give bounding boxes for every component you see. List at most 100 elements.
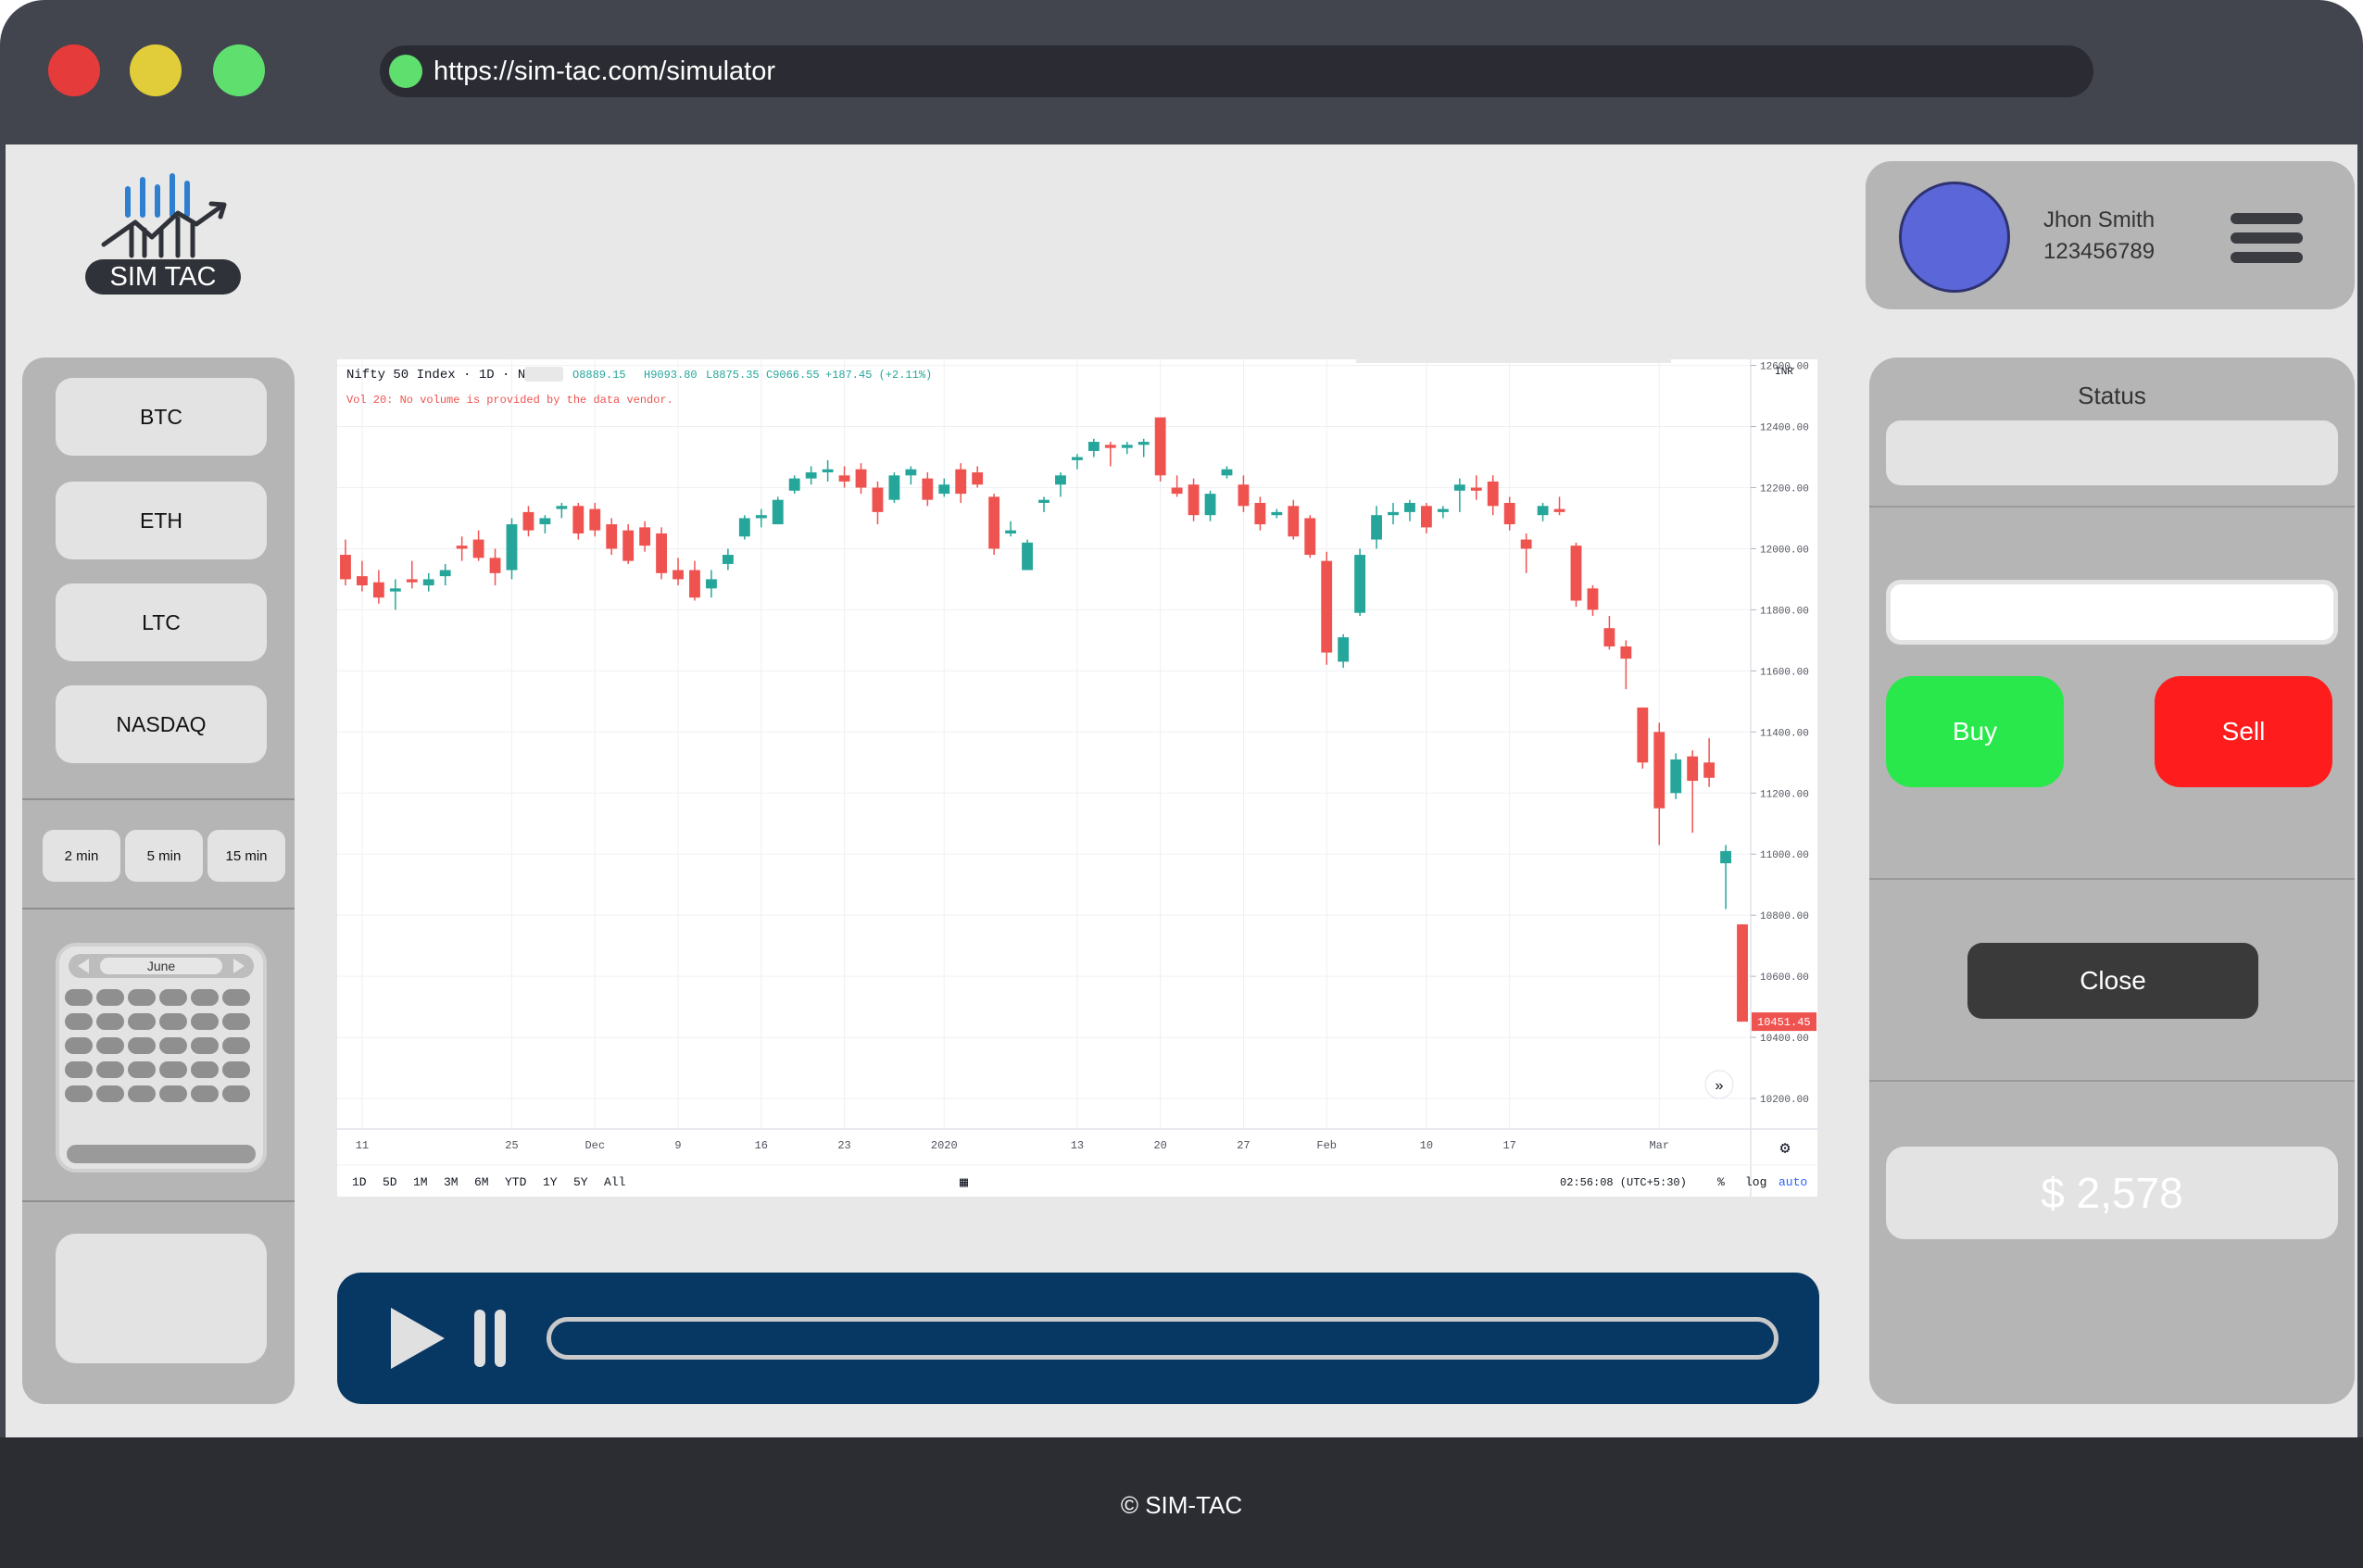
candle-down[interactable] [855, 469, 867, 488]
calendar-day[interactable] [159, 989, 187, 1006]
candle-down[interactable] [656, 533, 668, 573]
candle-up[interactable] [539, 518, 551, 525]
candle-up[interactable] [822, 469, 834, 473]
window-minimize-button[interactable] [130, 44, 182, 96]
calendar-day[interactable] [222, 1061, 250, 1078]
candle-up[interactable] [1338, 637, 1350, 662]
candle-down[interactable] [1321, 560, 1333, 653]
range-button-1y[interactable]: 1Y [543, 1175, 558, 1189]
candle-down[interactable] [955, 469, 967, 495]
prev-month-icon[interactable] [78, 959, 89, 973]
calendar-day[interactable] [222, 1037, 250, 1054]
range-button-ytd[interactable]: YTD [505, 1175, 527, 1189]
candle-down[interactable] [689, 570, 700, 598]
calendar-day[interactable] [128, 989, 156, 1006]
candle-down[interactable] [472, 539, 484, 558]
address-bar[interactable]: https://sim-tac.com/simulator [380, 45, 2093, 97]
calendar-day[interactable] [96, 1037, 124, 1054]
candle-up[interactable] [888, 475, 900, 500]
asset-button-eth[interactable]: ETH [56, 482, 267, 559]
candle-up[interactable] [1204, 494, 1216, 516]
candle-down[interactable] [1420, 506, 1432, 528]
candle-up[interactable] [1670, 759, 1682, 794]
calendar-day[interactable] [159, 1013, 187, 1030]
calendar-day[interactable] [96, 1061, 124, 1078]
candle-down[interactable] [672, 570, 684, 580]
calendar-day[interactable] [222, 1085, 250, 1102]
window-maximize-button[interactable] [213, 44, 265, 96]
candle-up[interactable] [1022, 542, 1033, 571]
candle-down[interactable] [838, 475, 850, 482]
play-icon[interactable] [391, 1308, 445, 1369]
calendar-day[interactable] [65, 1013, 93, 1030]
range-button-all[interactable]: All [604, 1175, 626, 1189]
candle-up[interactable] [788, 478, 800, 491]
candlestick-chart[interactable]: 12600.00 12400.00 12200.00 12000.00 11800.00… [337, 359, 1817, 1197]
candle-up[interactable] [1055, 475, 1066, 485]
close-position-button[interactable]: Close [1967, 943, 2258, 1019]
candle-up[interactable] [1371, 515, 1382, 540]
calendar-footer[interactable] [67, 1145, 256, 1163]
calendar-day[interactable] [96, 989, 124, 1006]
candle-down[interactable] [1703, 762, 1716, 778]
playback-progress-track[interactable] [547, 1317, 1779, 1360]
candle-up[interactable] [905, 469, 917, 476]
candle-down[interactable] [1188, 484, 1200, 516]
candle-up[interactable] [439, 570, 451, 577]
calendar-day[interactable] [128, 1013, 156, 1030]
candle-up[interactable] [1404, 502, 1415, 512]
log-scale-toggle[interactable]: log [1745, 1175, 1766, 1189]
range-button-5y[interactable]: 5Y [573, 1175, 588, 1189]
candle-up[interactable] [1071, 457, 1083, 460]
candle-down[interactable] [1603, 628, 1615, 646]
candle-down[interactable] [1553, 508, 1565, 512]
candle-up[interactable] [706, 579, 717, 589]
candle-up[interactable] [556, 506, 568, 509]
interval-button-15min[interactable]: 15 min [207, 830, 285, 882]
range-button-3m[interactable]: 3M [444, 1175, 459, 1189]
candle-up[interactable] [389, 588, 401, 592]
candle-down[interactable] [1154, 417, 1166, 476]
price-axis[interactable]: 12600.00 12400.00 12200.00 12000.00 11800.00… [1751, 362, 1809, 1106]
candle-down[interactable] [1503, 502, 1515, 525]
candle-down[interactable] [1687, 756, 1699, 782]
candle-up[interactable] [1437, 508, 1449, 512]
candle-up[interactable] [1271, 511, 1283, 516]
candle-down[interactable] [622, 530, 635, 561]
candle-down[interactable] [589, 508, 601, 531]
candle-up[interactable] [1038, 499, 1050, 503]
asset-button-ltc[interactable]: LTC [56, 583, 267, 661]
calendar-day[interactable] [191, 1085, 219, 1102]
sim-tac-logo[interactable]: SIM TAC [83, 170, 243, 295]
asset-button-btc[interactable]: BTC [56, 378, 267, 456]
calendar-day[interactable] [128, 1085, 156, 1102]
calendar-day[interactable] [159, 1061, 187, 1078]
candle-down[interactable] [372, 582, 384, 598]
candle-down[interactable] [1487, 481, 1499, 507]
calendar-day[interactable] [191, 1013, 219, 1030]
candle-down[interactable] [972, 472, 984, 485]
calendar-day[interactable] [65, 989, 93, 1006]
candle-up[interactable] [722, 555, 734, 564]
candle-up[interactable] [1005, 530, 1017, 533]
scroll-to-realtime-button[interactable] [1704, 1070, 1734, 1099]
trade-amount-input[interactable] [1886, 580, 2338, 645]
calendar-day[interactable] [222, 989, 250, 1006]
candle-down[interactable] [1238, 484, 1250, 507]
interval-button-2min[interactable]: 2 min [43, 830, 120, 882]
candle-down[interactable] [1620, 646, 1632, 659]
calendar-day[interactable] [222, 1013, 250, 1030]
candle-up[interactable] [1221, 469, 1233, 476]
range-button-1d[interactable]: 1D [352, 1175, 367, 1189]
candle-up[interactable] [1138, 442, 1150, 445]
candle-up[interactable] [938, 484, 950, 495]
candle-up[interactable] [755, 515, 767, 519]
candle-down[interactable] [522, 511, 534, 531]
price-chart[interactable]: 12600.00 12400.00 12200.00 12000.00 11800.00… [337, 359, 1817, 1197]
candle-down[interactable] [988, 496, 1000, 549]
percent-scale-toggle[interactable]: % [1717, 1175, 1725, 1189]
candle-down[interactable] [406, 579, 418, 583]
candle-up[interactable] [1453, 484, 1465, 491]
candle-up[interactable] [1388, 511, 1399, 516]
chart-indicator-toggle[interactable] [524, 367, 563, 382]
